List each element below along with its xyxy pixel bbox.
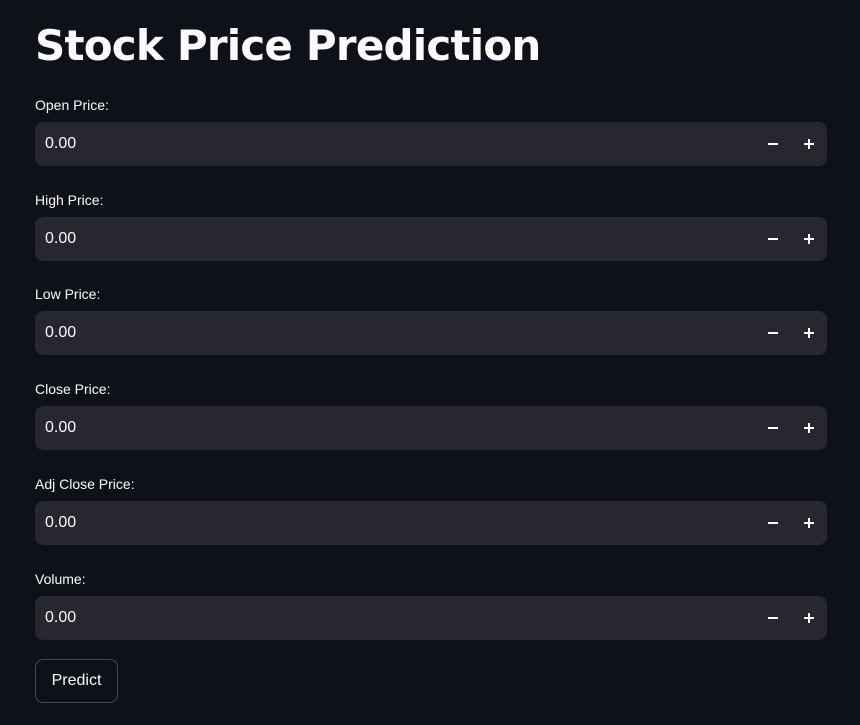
volume-number-input <box>35 596 827 640</box>
adj-close-price-input[interactable] <box>35 501 755 545</box>
minus-icon <box>768 427 778 429</box>
low-price-field: Low Price: <box>35 285 827 355</box>
close-price-label: Close Price: <box>35 381 111 397</box>
volume-decrement-button[interactable] <box>755 596 791 640</box>
plus-icon <box>804 613 814 623</box>
plus-icon <box>804 328 814 338</box>
minus-icon <box>768 617 778 619</box>
volume-input[interactable] <box>35 596 755 640</box>
adj-close-price-number-input <box>35 501 827 545</box>
adj-close-price-label: Adj Close Price: <box>35 476 135 492</box>
low-price-label: Low Price: <box>35 286 101 302</box>
plus-icon <box>804 139 814 149</box>
adj-close-price-field: Adj Close Price: <box>35 475 827 545</box>
open-price-label: Open Price: <box>35 97 109 113</box>
minus-icon <box>768 238 778 240</box>
open-price-field: Open Price: <box>35 96 827 166</box>
high-price-number-input <box>35 217 827 261</box>
open-price-increment-button[interactable] <box>791 122 827 166</box>
open-price-input[interactable] <box>35 122 755 166</box>
adj-close-price-increment-button[interactable] <box>791 501 827 545</box>
volume-field: Volume: <box>35 570 827 640</box>
minus-icon <box>768 522 778 524</box>
high-price-increment-button[interactable] <box>791 217 827 261</box>
close-price-increment-button[interactable] <box>791 406 827 450</box>
plus-icon <box>804 234 814 244</box>
close-price-field: Close Price: <box>35 380 827 450</box>
high-price-label: High Price: <box>35 192 104 208</box>
open-price-decrement-button[interactable] <box>755 122 791 166</box>
low-price-decrement-button[interactable] <box>755 311 791 355</box>
low-price-increment-button[interactable] <box>791 311 827 355</box>
close-price-number-input <box>35 406 827 450</box>
high-price-decrement-button[interactable] <box>755 217 791 261</box>
volume-increment-button[interactable] <box>791 596 827 640</box>
minus-icon <box>768 332 778 334</box>
high-price-field: High Price: <box>35 191 827 261</box>
open-price-number-input <box>35 122 827 166</box>
plus-icon <box>804 518 814 528</box>
volume-label: Volume: <box>35 571 86 587</box>
close-price-input[interactable] <box>35 406 755 450</box>
low-price-number-input <box>35 311 827 355</box>
plus-icon <box>804 423 814 433</box>
minus-icon <box>768 143 778 145</box>
adj-close-price-decrement-button[interactable] <box>755 501 791 545</box>
low-price-input[interactable] <box>35 311 755 355</box>
predict-button[interactable]: Predict <box>35 659 118 703</box>
high-price-input[interactable] <box>35 217 755 261</box>
close-price-decrement-button[interactable] <box>755 406 791 450</box>
page-title: Stock Price Prediction <box>35 21 541 70</box>
